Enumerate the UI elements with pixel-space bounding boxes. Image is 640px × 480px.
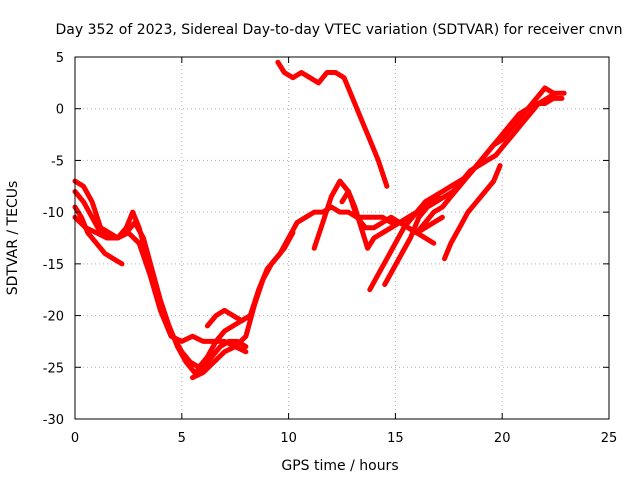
x-axis-tick-labels: 0 5 10 15 20 25 xyxy=(71,431,617,446)
x-tick-label: 10 xyxy=(280,431,297,446)
x-tick-label: 15 xyxy=(387,431,404,446)
series-track-10 xyxy=(367,194,441,293)
x-axis-label: GPS time / hours xyxy=(281,458,398,474)
series-track-13 xyxy=(442,163,503,262)
x-tick-label: 0 xyxy=(71,431,79,446)
y-tick-label: -10 xyxy=(43,206,64,221)
y-axis-tick-labels: -30 -25 -20 -15 -10 -5 0 5 xyxy=(43,51,64,428)
y-tick-label: -25 xyxy=(43,361,64,376)
x-tick-label: 5 xyxy=(178,431,186,446)
axis-ticks xyxy=(74,56,610,420)
series-track-9 xyxy=(339,189,428,251)
y-axis-label: SDTVAR / TECUs xyxy=(5,181,21,296)
y-tick-label: 0 xyxy=(56,103,64,118)
plot-frame xyxy=(74,56,610,420)
series-track-14 xyxy=(414,95,565,236)
x-tick-label: 20 xyxy=(494,431,511,446)
x-tick-label: 25 xyxy=(601,431,618,446)
chart-title: Day 352 of 2023, Sidereal Day-to-day VTE… xyxy=(56,22,623,38)
series-track-6 xyxy=(204,230,296,329)
y-tick-label: -20 xyxy=(43,310,64,325)
y-tick-label: -30 xyxy=(43,413,64,428)
series-track-2 xyxy=(72,204,125,267)
series-track-11 xyxy=(382,90,567,287)
y-tick-label: 5 xyxy=(56,51,64,66)
series-layer xyxy=(72,59,567,381)
series-track-7 xyxy=(275,59,390,189)
y-tick-label: -5 xyxy=(51,154,64,169)
y-tick-label: -15 xyxy=(43,258,64,273)
series-track-4 xyxy=(72,214,249,355)
